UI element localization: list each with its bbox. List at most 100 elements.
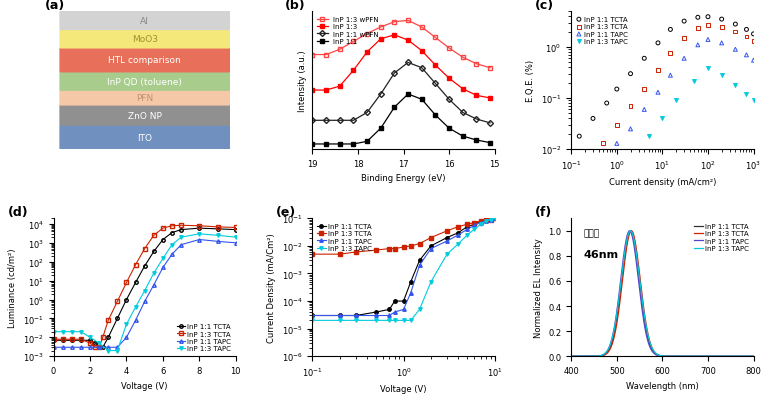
Y-axis label: Current Density (mA/Cm²): Current Density (mA/Cm²) <box>267 233 276 342</box>
InP 1:3 TAPC <box>76 329 86 334</box>
InP 1:1 TCTA <box>168 230 177 235</box>
InP 1:3 TCTA <box>640 316 649 321</box>
InP 1:3 TAPC <box>567 354 576 359</box>
InP 1:1 TAPC <box>490 216 500 221</box>
InP 1:1 <box>417 98 426 102</box>
InP 1:3 TAPC <box>308 318 317 323</box>
FancyBboxPatch shape <box>60 12 230 31</box>
InP 1:1 TAPC <box>454 233 463 238</box>
Legend: InP 1:1 TCTA, InP 1:3 TCTA, InP 1:1 TAPC, InP 1:3 TAPC: InP 1:1 TCTA, InP 1:3 TCTA, InP 1:1 TAPC… <box>575 16 629 47</box>
InP 1:3 <box>472 94 481 98</box>
Text: 46nm: 46nm <box>584 249 619 259</box>
InP 1:1 TCTA <box>692 354 702 359</box>
InP 1:1 TCTA <box>58 338 67 343</box>
InP 1:3 TCTA <box>231 226 240 230</box>
InP 1:1 TCTA <box>486 217 495 222</box>
InP 1:3 TCTA <box>399 245 409 250</box>
Text: 반치폭: 반치폭 <box>584 228 600 237</box>
Text: ITO: ITO <box>137 133 152 143</box>
InP 1:1 TAPC <box>624 126 636 133</box>
InP 1:1 TAPC <box>86 345 95 350</box>
InP 1:3 TAPC <box>426 279 435 284</box>
InP 1:1 TAPC <box>168 252 177 257</box>
InP 1:3 wPFN <box>321 53 330 58</box>
InP 1:3 TCTA <box>385 247 394 252</box>
Line: InP 1:3 TAPC: InP 1:3 TAPC <box>571 231 754 356</box>
InP 1:3 wPFN <box>363 32 372 37</box>
InP 1:3 TCTA <box>390 247 399 252</box>
Line: InP 1:1 wPFN: InP 1:1 wPFN <box>311 61 492 126</box>
InP 1:3 TAPC <box>406 318 415 323</box>
InP 1:3 TCTA <box>585 354 594 359</box>
InP 1:1 TCTA <box>385 307 394 312</box>
InP 1:1 TAPC <box>638 107 650 113</box>
InP 1:1 TCTA <box>149 249 158 254</box>
InP 1:1 <box>403 92 412 97</box>
FancyBboxPatch shape <box>60 30 230 49</box>
InP 1:1 TCTA <box>702 15 714 21</box>
InP 1:1 TCTA <box>49 338 58 343</box>
InP 1:3 TCTA <box>213 225 222 230</box>
InP 1:1 TCTA <box>601 100 613 107</box>
InP 1:3 TCTA <box>58 337 67 342</box>
InP 1:1 wPFN <box>417 66 426 71</box>
InP 1:1 TAPC <box>747 58 760 64</box>
InP 1:1 TCTA <box>567 354 576 359</box>
InP 1:1 TCTA <box>481 217 490 222</box>
InP 1:3 TAPC <box>177 235 186 240</box>
InP 1:1 TCTA <box>610 87 623 93</box>
InP 1:1 TAPC <box>585 354 594 359</box>
InP 1:1 TCTA <box>335 313 344 318</box>
Line: InP 1:3 TAPC: InP 1:3 TAPC <box>52 232 238 352</box>
Line: InP 1:1 TAPC: InP 1:1 TAPC <box>52 238 238 349</box>
X-axis label: Voltage (V): Voltage (V) <box>122 381 168 390</box>
InP 1:3 TCTA <box>476 219 485 224</box>
InP 1:1 wPFN <box>376 92 386 97</box>
InP 1:1 TAPC <box>351 313 360 318</box>
InP 1:3 TCTA <box>195 224 204 229</box>
Text: PFN: PFN <box>136 94 153 103</box>
InP 1:3 TAPC <box>749 354 758 359</box>
InP 1:3 TCTA <box>741 34 753 40</box>
InP 1:1 TCTA <box>749 354 758 359</box>
InP 1:1 TAPC <box>213 239 222 244</box>
Line: InP 1:3 TCTA: InP 1:3 TCTA <box>311 217 496 256</box>
InP 1:1 TCTA <box>426 244 435 249</box>
Text: Al: Al <box>140 17 149 26</box>
InP 1:3 TCTA <box>463 222 472 227</box>
InP 1:1 TCTA <box>573 134 585 140</box>
InP 1:1 TAPC <box>406 291 415 296</box>
Text: ZnO NP: ZnO NP <box>128 111 161 120</box>
InP 1:1 TAPC <box>640 327 649 332</box>
Line: InP 1:3 wPFN: InP 1:3 wPFN <box>311 19 492 70</box>
InP 1:1 TCTA <box>664 27 676 34</box>
InP 1:3 <box>403 38 412 43</box>
InP 1:3 <box>390 33 399 38</box>
InP 1:1 TAPC <box>49 345 58 350</box>
InP 1:1 <box>335 142 344 147</box>
InP 1:1 TCTA <box>158 237 168 242</box>
InP 1:1 TCTA <box>585 354 594 359</box>
InP 1:1 TCTA <box>86 338 95 343</box>
InP 1:3 TCTA <box>712 354 721 359</box>
InP 1:3 TAPC <box>335 318 344 323</box>
InP 1:1 wPFN <box>321 119 330 124</box>
Line: InP 1:1 TCTA: InP 1:1 TCTA <box>571 231 754 356</box>
InP 1:3 TAPC <box>702 66 714 72</box>
FancyBboxPatch shape <box>60 72 230 92</box>
InP 1:1 TAPC <box>692 354 702 359</box>
InP 1:1 <box>308 142 317 147</box>
InP 1:3 TAPC <box>67 329 76 334</box>
InP 1:3 wPFN <box>308 53 317 58</box>
InP 1:1 TCTA <box>415 258 424 263</box>
InP 1:1 TCTA <box>98 345 107 350</box>
InP 1:1 TCTA <box>741 27 753 34</box>
InP 1:3 <box>349 69 358 74</box>
InP 1:1 wPFN <box>458 111 467 115</box>
InP 1:3 TAPC <box>656 116 669 122</box>
InP 1:3 TCTA <box>91 345 100 350</box>
InP 1:1 TCTA <box>372 310 381 315</box>
Text: (d): (d) <box>8 206 28 219</box>
InP 1:3 TCTA <box>122 280 131 285</box>
Legend: InP 1:1 TCTA, InP 1:3 TCTA, InP 1:1 TAPC, InP 1:3 TAPC: InP 1:1 TCTA, InP 1:3 TCTA, InP 1:1 TAPC… <box>316 222 373 253</box>
